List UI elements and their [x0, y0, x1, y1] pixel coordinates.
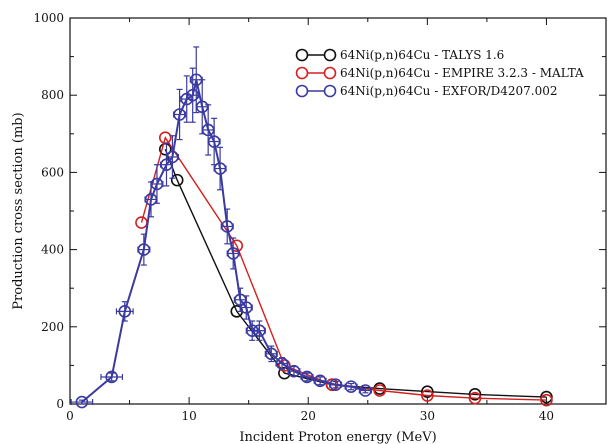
- series-3: [70, 46, 372, 409]
- data-point: [186, 88, 199, 102]
- data-point: [226, 247, 240, 260]
- data-point: [287, 364, 301, 378]
- data-point: [300, 370, 314, 384]
- data-point: [118, 305, 132, 318]
- data-point: [275, 357, 289, 370]
- legend-item-2: 64Ni(p,n)64Cu - EMPIRE 3.2.3 - MALTA: [295, 66, 584, 80]
- data-point: [253, 324, 266, 337]
- legend-marker: [295, 84, 309, 98]
- legend-marker: [323, 84, 337, 98]
- x-tick-label: 20: [301, 409, 316, 423]
- legend-marker: [295, 48, 309, 62]
- data-point: [421, 389, 434, 402]
- data-point: [264, 347, 278, 361]
- y-axis-title: Production cross section (mb): [11, 112, 26, 309]
- legend-label: 64Ni(p,n)64Cu - EXFOR/D4207.002: [340, 84, 557, 98]
- series-1: [158, 142, 553, 404]
- x-tick-label: 40: [539, 409, 554, 423]
- data-point: [344, 380, 358, 393]
- data-point: [373, 384, 386, 397]
- series-line: [81, 79, 366, 403]
- y-tick-label: 800: [41, 88, 64, 102]
- legend-marker: [295, 66, 309, 80]
- legend-label: 64Ni(p,n)64Cu - EMPIRE 3.2.3 - MALTA: [340, 66, 584, 80]
- data-point: [220, 220, 234, 233]
- data-point: [239, 301, 253, 314]
- data-point: [329, 378, 342, 392]
- series-line: [140, 136, 547, 401]
- x-axis-title: Incident Proton energy (MeV): [239, 430, 436, 444]
- legend-marker: [323, 48, 337, 62]
- y-tick-label: 1000: [33, 11, 64, 25]
- data-point: [75, 395, 89, 409]
- data-point: [137, 243, 151, 256]
- legend-item-3: 64Ni(p,n)64Cu - EXFOR/D4207.002: [295, 84, 557, 98]
- series-2: [135, 131, 553, 407]
- x-tick-label: 30: [420, 409, 435, 423]
- y-tick-label: 600: [41, 165, 64, 179]
- data-point: [468, 391, 482, 405]
- data-point: [166, 150, 179, 164]
- x-tick-label: 10: [181, 409, 196, 423]
- y-tick-label: 400: [41, 243, 64, 257]
- series-layer: [70, 46, 553, 409]
- x-tick-label: 0: [66, 409, 74, 423]
- data-point: [540, 390, 553, 404]
- data-point: [105, 370, 118, 384]
- data-point: [313, 374, 327, 388]
- data-point: [150, 177, 164, 191]
- y-tick-label: 0: [56, 397, 64, 411]
- legend-marker: [323, 66, 337, 80]
- data-point: [170, 173, 184, 187]
- legend-item-1: 64Ni(p,n)64Cu - TALYS 1.6: [295, 48, 504, 62]
- y-tick-label: 200: [41, 320, 64, 334]
- data-point: [359, 384, 372, 397]
- legend-label: 64Ni(p,n)64Cu - TALYS 1.6: [340, 48, 504, 62]
- data-point: [421, 385, 434, 398]
- data-point: [207, 135, 221, 148]
- data-point: [213, 162, 227, 175]
- data-point: [540, 393, 553, 407]
- data-point: [278, 359, 291, 372]
- legend: 64Ni(p,n)64Cu - TALYS 1.6 64Ni(p,n)64Cu -…: [295, 48, 584, 98]
- data-point: [173, 108, 186, 121]
- data-point: [468, 388, 482, 401]
